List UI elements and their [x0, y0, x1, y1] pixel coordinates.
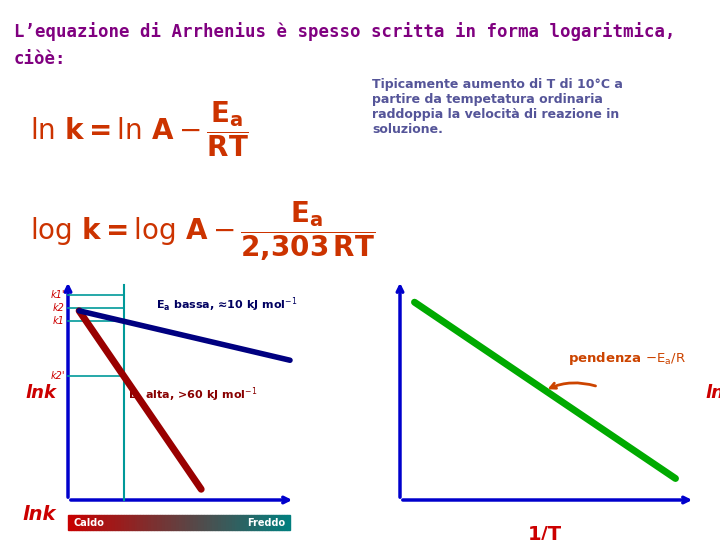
Bar — [99, 515, 102, 530]
Bar — [165, 515, 168, 530]
Bar — [68, 515, 71, 530]
Bar — [148, 515, 151, 530]
Bar — [212, 515, 215, 530]
Text: lnk: lnk — [25, 383, 56, 402]
Bar — [265, 515, 268, 530]
Bar — [118, 515, 121, 530]
Bar — [168, 515, 171, 530]
Bar — [162, 515, 165, 530]
Bar — [71, 515, 73, 530]
Bar — [112, 515, 115, 530]
Bar — [174, 515, 176, 530]
Bar — [223, 515, 226, 530]
Text: $\mathbf{E_a}$ alta, >60 kJ mol$^{-1}$: $\mathbf{E_a}$ alta, >60 kJ mol$^{-1}$ — [128, 386, 258, 404]
Bar — [207, 515, 210, 530]
Text: k2: k2 — [53, 303, 65, 313]
Bar — [276, 515, 279, 530]
Bar — [251, 515, 254, 530]
Bar — [140, 515, 143, 530]
Bar — [143, 515, 145, 530]
Bar — [201, 515, 204, 530]
Bar — [129, 515, 132, 530]
Bar — [232, 515, 235, 530]
Text: $\mathbf{\ln\,k = \ln\,A} - \dfrac{\mathbf{E_a}}{\mathbf{RT}}$: $\mathbf{\ln\,k = \ln\,A} - \dfrac{\math… — [30, 100, 249, 159]
Bar — [287, 515, 290, 530]
Bar — [79, 515, 82, 530]
Text: pendenza $-\mathrm{E_a}/\mathrm{R}$: pendenza $-\mathrm{E_a}/\mathrm{R}$ — [568, 350, 686, 367]
Bar — [135, 515, 138, 530]
Bar — [181, 515, 184, 530]
Bar — [160, 515, 162, 530]
Bar — [204, 515, 207, 530]
Bar — [132, 515, 135, 530]
Bar — [193, 515, 196, 530]
Bar — [240, 515, 243, 530]
Bar — [215, 515, 218, 530]
Bar — [87, 515, 90, 530]
Bar — [259, 515, 262, 530]
Bar — [107, 515, 109, 530]
Bar — [187, 515, 190, 530]
Bar — [154, 515, 157, 530]
Text: k1: k1 — [53, 316, 65, 326]
Text: k1': k1' — [50, 289, 65, 300]
Bar — [257, 515, 259, 530]
Bar — [190, 515, 193, 530]
Bar — [218, 515, 220, 530]
Bar — [171, 515, 174, 530]
Bar — [196, 515, 199, 530]
Bar — [151, 515, 154, 530]
Bar — [246, 515, 248, 530]
Bar — [115, 515, 118, 530]
Bar — [109, 515, 112, 530]
Bar — [90, 515, 93, 530]
Bar — [121, 515, 124, 530]
Bar — [210, 515, 212, 530]
Bar — [199, 515, 201, 530]
Text: 1/T: 1/T — [528, 525, 562, 540]
Bar — [104, 515, 107, 530]
Bar — [243, 515, 246, 530]
Bar — [271, 515, 274, 530]
Bar — [229, 515, 232, 530]
Text: ciòè:: ciòè: — [14, 50, 66, 68]
Bar — [176, 515, 179, 530]
Bar — [82, 515, 85, 530]
Bar — [238, 515, 240, 530]
Bar — [220, 515, 223, 530]
Text: Caldo: Caldo — [73, 517, 104, 528]
Bar — [274, 515, 276, 530]
Bar — [73, 515, 76, 530]
Bar — [145, 515, 148, 530]
Text: Freddo: Freddo — [247, 517, 285, 528]
Bar — [226, 515, 229, 530]
Text: k2': k2' — [50, 370, 65, 381]
Bar — [282, 515, 284, 530]
Bar — [126, 515, 129, 530]
Bar — [179, 515, 181, 530]
Bar — [254, 515, 257, 530]
Bar — [268, 515, 271, 530]
Bar — [138, 515, 140, 530]
Text: $\mathbf{E_a}$ bassa, ≈10 kJ mol$^{-1}$: $\mathbf{E_a}$ bassa, ≈10 kJ mol$^{-1}$ — [156, 296, 297, 314]
Text: lnk: lnk — [705, 383, 720, 402]
Bar — [76, 515, 79, 530]
Bar — [184, 515, 187, 530]
Bar — [85, 515, 87, 530]
Bar — [235, 515, 238, 530]
Bar — [157, 515, 160, 530]
Bar — [248, 515, 251, 530]
Bar — [124, 515, 126, 530]
Bar — [284, 515, 287, 530]
Text: $\mathbf{\log\,k = \log\,A} - \dfrac{\mathbf{E_a}}{\mathbf{2{,}303\,RT}}$: $\mathbf{\log\,k = \log\,A} - \dfrac{\ma… — [30, 200, 375, 264]
Bar — [279, 515, 282, 530]
Text: lnk: lnk — [22, 505, 56, 524]
Text: Tipicamente aumento di T di 10°C a
partire da tempetatura ordinaria
raddoppia la: Tipicamente aumento di T di 10°C a parti… — [372, 78, 623, 136]
Bar — [93, 515, 96, 530]
Text: L’equazione di Arrhenius è spesso scritta in forma logaritmica,: L’equazione di Arrhenius è spesso scritt… — [14, 22, 675, 41]
Bar — [262, 515, 265, 530]
Bar — [96, 515, 99, 530]
Bar — [102, 515, 104, 530]
